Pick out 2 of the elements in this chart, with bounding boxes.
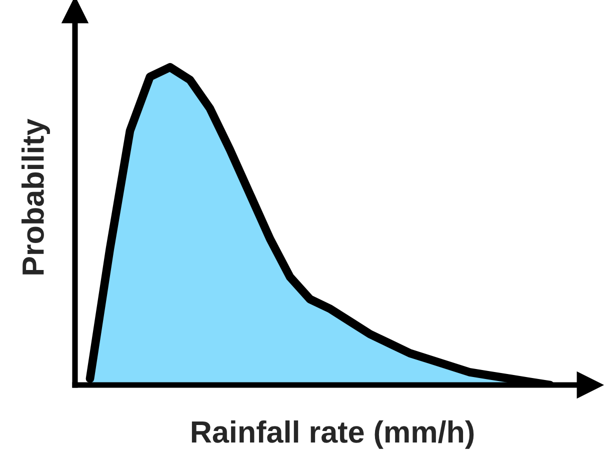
y-axis-title: Probability — [22, 118, 50, 274]
x-axis-title: Rainfall rate (mm/h) — [192, 420, 474, 449]
